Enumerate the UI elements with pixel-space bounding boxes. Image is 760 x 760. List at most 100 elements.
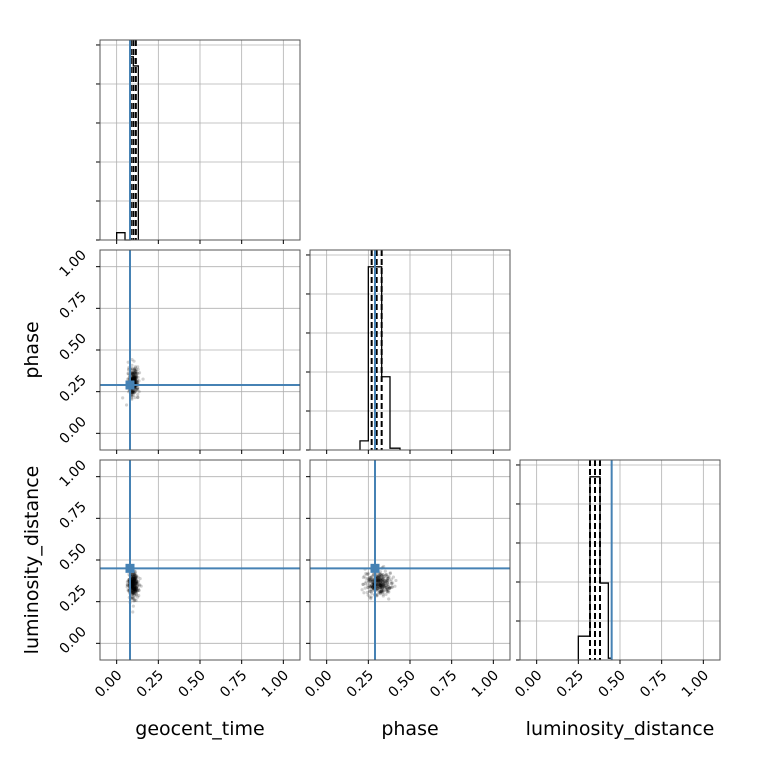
sample-point	[377, 574, 381, 579]
sample-point	[131, 374, 136, 378]
sample-point	[132, 578, 137, 583]
sample-point	[375, 574, 379, 579]
sample-point	[135, 579, 139, 583]
sample-point	[387, 589, 391, 593]
sample-point	[370, 585, 374, 589]
sample-point	[384, 583, 388, 587]
sample-point	[378, 583, 382, 587]
sample-point	[367, 577, 371, 581]
sample-point	[131, 390, 135, 394]
sample-point	[384, 572, 389, 577]
sample-point	[126, 360, 130, 364]
sample-point	[380, 588, 384, 593]
panel-phase-phase	[306, 249, 511, 454]
sample-point	[133, 573, 137, 577]
histogram-phase	[359, 266, 401, 450]
sample-point	[379, 584, 383, 588]
sample-point	[130, 589, 134, 593]
sample-point	[368, 585, 373, 589]
sample-point	[382, 584, 386, 588]
sample-point	[132, 592, 136, 596]
sample-point	[376, 577, 380, 582]
sample-point	[136, 583, 140, 587]
sample-point	[377, 582, 381, 586]
sample-point	[130, 376, 134, 380]
sample-point	[377, 576, 382, 580]
sample-point	[130, 580, 134, 584]
sample-point	[135, 386, 140, 390]
sample-point	[381, 573, 385, 577]
sample-point	[379, 584, 383, 588]
sample-point	[375, 593, 379, 598]
sample-point	[134, 573, 138, 578]
sample-point	[365, 583, 369, 587]
sample-point	[135, 579, 139, 583]
sample-point	[134, 579, 138, 583]
y-axis-label-1: phase	[21, 321, 43, 378]
sample-point	[368, 589, 372, 593]
sample-point	[133, 583, 137, 587]
sample-point	[130, 580, 135, 584]
sample-point	[385, 589, 389, 593]
sample-point	[368, 577, 372, 582]
sample-point	[380, 589, 384, 593]
sample-point	[379, 582, 383, 586]
sample-point	[369, 597, 373, 601]
sample-point	[375, 592, 379, 597]
sample-point	[130, 577, 134, 582]
sample-point	[134, 388, 139, 392]
sample-point	[133, 576, 137, 580]
sample-point	[375, 572, 379, 576]
sample-point	[360, 588, 364, 592]
sample-point	[380, 574, 384, 578]
sample-point	[131, 372, 135, 376]
sample-point	[132, 578, 136, 582]
sample-point	[131, 582, 135, 586]
sample-point	[381, 592, 385, 596]
sample-point	[134, 575, 139, 579]
sample-point	[131, 592, 135, 596]
sample-point	[381, 580, 385, 585]
sample-point	[390, 582, 394, 586]
sample-point	[361, 582, 365, 587]
sample-point	[135, 375, 139, 379]
sample-point	[131, 580, 135, 584]
sample-point	[376, 576, 380, 580]
x-tick-label: 0.00	[302, 668, 335, 701]
sample-point	[379, 583, 383, 587]
sample-point	[133, 584, 137, 589]
sample-point	[131, 576, 135, 580]
sample-point	[131, 581, 135, 585]
sample-point	[132, 582, 136, 586]
sample-point	[381, 583, 385, 588]
sample-point	[130, 370, 135, 375]
sample-point	[133, 378, 137, 382]
sample-point	[377, 582, 381, 586]
sample-point	[136, 365, 140, 369]
sample-point	[134, 592, 138, 596]
sample-point	[371, 585, 375, 589]
sample-point	[132, 573, 136, 577]
sample-point	[387, 590, 391, 594]
sample-point	[131, 376, 135, 381]
sample-point	[371, 582, 375, 586]
sample-point	[132, 587, 136, 591]
sample-point	[130, 588, 135, 592]
sample-point	[368, 575, 372, 580]
sample-point	[385, 585, 389, 589]
sample-point	[381, 575, 385, 579]
sample-point	[371, 581, 375, 585]
sample-point	[377, 579, 381, 583]
sample-point	[379, 583, 384, 587]
truth-marker	[125, 563, 135, 573]
sample-point	[134, 581, 138, 586]
sample-point	[133, 584, 137, 588]
sample-point	[132, 371, 136, 375]
sample-point	[133, 588, 137, 593]
sample-point	[130, 397, 134, 401]
y-tick-label: 0.00	[56, 414, 89, 447]
sample-point	[135, 589, 139, 593]
sample-point	[388, 586, 392, 590]
sample-point	[378, 577, 382, 582]
sample-point	[132, 599, 136, 603]
